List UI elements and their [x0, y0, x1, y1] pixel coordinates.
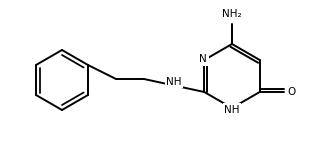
Text: NH₂: NH₂: [222, 9, 242, 19]
Text: NH: NH: [167, 77, 182, 86]
Text: N: N: [199, 54, 207, 64]
Text: NH: NH: [224, 105, 240, 115]
Text: O: O: [288, 87, 296, 97]
